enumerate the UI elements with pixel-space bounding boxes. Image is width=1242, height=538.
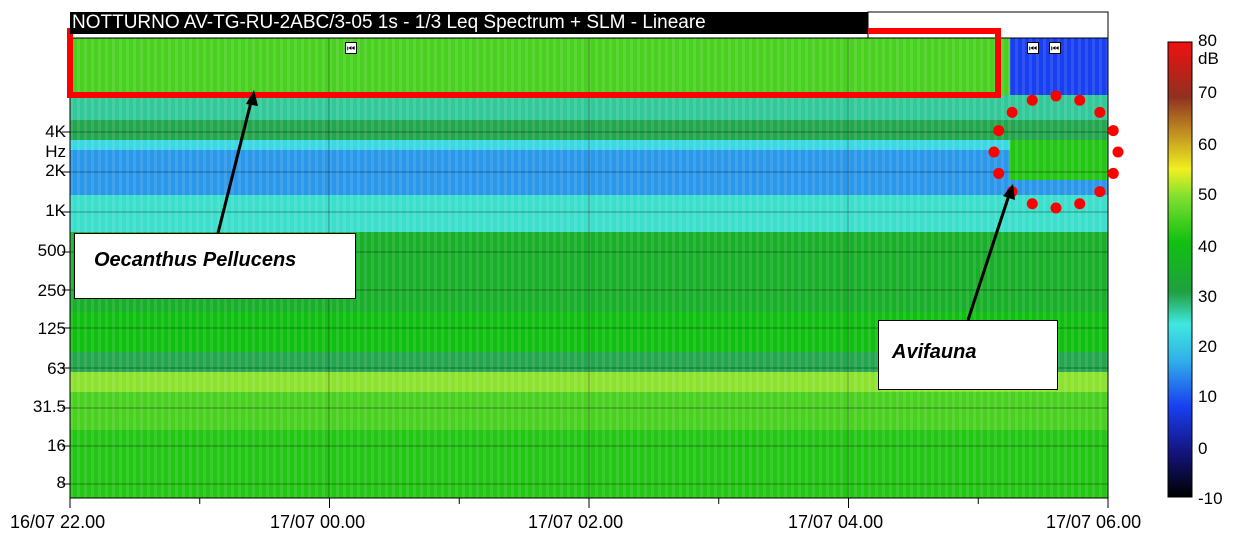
colorbar-label: 20 [1198, 337, 1217, 356]
highlight-dot [1026, 198, 1038, 210]
highlight-dot [1050, 90, 1062, 102]
y-tick-label: 4K [45, 122, 66, 141]
chart-title: NOTTURNO AV-TG-RU-2ABC/3-05 1s - 1/3 Leq… [72, 12, 706, 33]
highlight-dot [1112, 146, 1124, 158]
highlight-dot [1074, 198, 1086, 210]
highlight-dot [1107, 125, 1119, 137]
highlight-dot [1094, 186, 1106, 198]
marker-icon: ⏮ [1027, 42, 1039, 54]
highlight-dot [1026, 94, 1038, 106]
title-strip-blank [867, 11, 1109, 39]
highlight-dot [1006, 106, 1018, 118]
insect-arrow-line [216, 97, 254, 234]
insect-annotation-box [74, 233, 356, 299]
highlight-dot [1094, 106, 1106, 118]
marker-icon: ⏮ [1049, 42, 1061, 54]
colorbar-label: 40 [1198, 237, 1217, 256]
x-tick-marks [69, 498, 1109, 508]
insect-annotation-label: Oecanthus Pellucens [94, 249, 297, 271]
colorbar [1167, 41, 1193, 498]
x-tick-label: 17/07 00.00 [270, 512, 366, 532]
colorbar-label: 10 [1198, 387, 1217, 406]
bird-annotation-box [878, 320, 1058, 390]
y-tick-label: 1K [45, 201, 66, 220]
bird-arrow-line [966, 191, 1012, 321]
title-bar [70, 12, 868, 34]
highlight-dot [993, 125, 1005, 137]
y-tick-label: 16 [47, 436, 66, 455]
colorbar-label: 0 [1198, 439, 1208, 458]
insect-arrow-head [246, 90, 258, 106]
y-tick-label: 63 [47, 359, 66, 378]
highlight-dot [1074, 94, 1086, 106]
highlight-dot [993, 167, 1005, 179]
x-tick-label: 16/07 22.00 [10, 512, 106, 532]
colorbar-label: 70 [1198, 83, 1217, 102]
highlight-dot [1050, 202, 1062, 214]
x-tick-label: 17/07 06.00 [1046, 512, 1142, 532]
bird-annotation-label: Avifauna [892, 341, 977, 363]
colorbar-label: -10 [1198, 489, 1223, 508]
y-tick-label: 2K [45, 161, 66, 180]
y-tick-marks [62, 131, 70, 485]
x-tick-label: 17/07 04.00 [788, 512, 884, 532]
y-axis-unit: Hz [45, 142, 66, 161]
y-tick-label: 500 [37, 241, 66, 260]
bird-arrow-head [1003, 184, 1015, 200]
highlight-dotted-circle [988, 90, 1124, 214]
colorbar-unit: dB [1198, 49, 1219, 68]
colorbar-label: 50 [1198, 185, 1217, 204]
highlight-dot [1107, 167, 1119, 179]
y-tick-label: 125 [37, 319, 66, 338]
x-tick-label: 17/07 02.00 [528, 512, 624, 532]
highlight-dot [988, 146, 1000, 158]
y-tick-label: 8 [56, 473, 66, 492]
colorbar-label: 80 [1198, 31, 1217, 50]
marker-icon: ⏮ [345, 42, 357, 54]
y-tick-label: 31.5 [32, 397, 66, 416]
colorbar-label: 60 [1198, 135, 1217, 154]
y-tick-label: 250 [37, 281, 66, 300]
colorbar-label: 30 [1198, 287, 1217, 306]
